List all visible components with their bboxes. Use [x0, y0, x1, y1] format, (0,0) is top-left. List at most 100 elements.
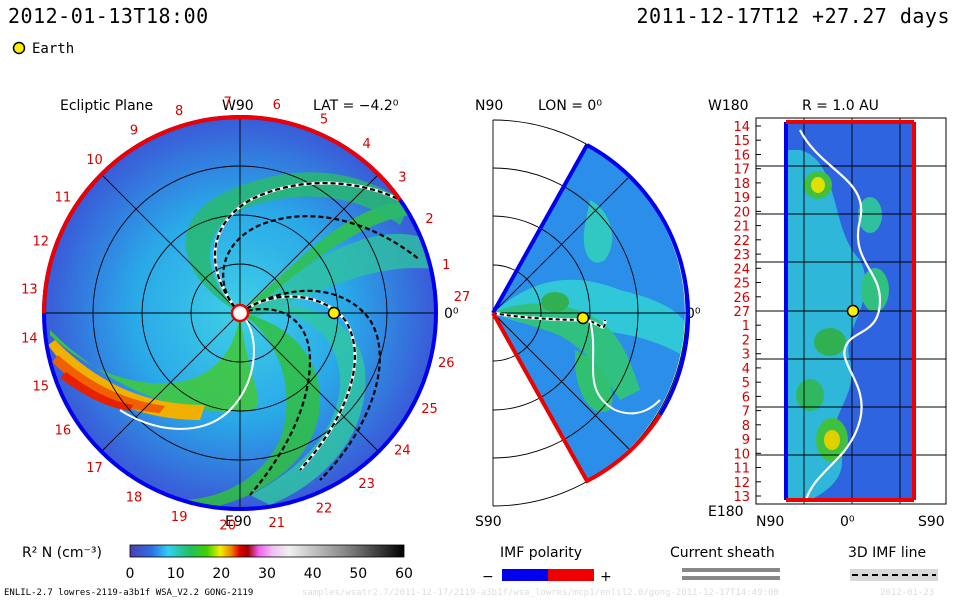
- radial-y-label: 4: [742, 362, 750, 377]
- run-info: 2011-12-17T12 +27.27 days: [636, 4, 950, 28]
- colorbar-tick-label: 60: [395, 566, 413, 582]
- sun-inner-boundary: [230, 303, 250, 323]
- radial-y-label: 17: [733, 163, 750, 178]
- radial-title: R = 1.0 AU: [802, 98, 879, 114]
- ecliptic-rotation-label: 21: [269, 516, 286, 531]
- ecliptic-rotation-label: 17: [86, 461, 103, 476]
- earth-legend-label: Earth: [32, 41, 74, 57]
- radial-y-label: 7: [742, 405, 750, 420]
- meridional-panel: N90 LON = 0⁰ S90 0⁰: [475, 98, 701, 530]
- current-sheath-swatch-top: [682, 568, 780, 572]
- ecliptic-rotation-label: 11: [55, 191, 72, 206]
- radial-y-label: 25: [733, 277, 750, 292]
- radial-y-label: 23: [733, 248, 750, 263]
- radial-y-labels: 1415161718192021222324252627123456789101…: [733, 120, 761, 505]
- radial-y-label: 1: [742, 319, 750, 334]
- radial-y-label: 24: [733, 262, 750, 277]
- colorbar-tick-label: 0: [126, 566, 135, 582]
- radial-structures: [786, 150, 889, 500]
- radial-y-label: 5: [742, 376, 750, 391]
- ecliptic-rotation-label: 15: [33, 380, 50, 395]
- ecliptic-rotation-label: 9: [130, 123, 138, 138]
- ecliptic-earth-marker: [327, 306, 341, 320]
- ecliptic-rotation-label: 6: [273, 98, 281, 113]
- ecliptic-rotation-label: 25: [421, 402, 438, 417]
- ecliptic-rotation-label: 12: [33, 235, 50, 250]
- ecliptic-title: Ecliptic Plane: [60, 98, 153, 114]
- radial-panel: W180 R = 1.0 AU E180: [708, 98, 947, 530]
- ecliptic-rotation-label: 7: [224, 95, 232, 110]
- ecliptic-sheath-and-field-lines: [119, 181, 421, 496]
- ecliptic-top-label: W90: [222, 98, 254, 114]
- imf-line-title: 3D IMF line: [848, 545, 926, 561]
- footer-model: ENLIL-2.7 lowres-2119-a3b1f WSA_V2.2 GON…: [4, 588, 253, 598]
- meridional-boundary-away: [586, 143, 691, 417]
- colorbar: R² N (cm⁻³) 0 10 20 30 40 50 60: [22, 544, 413, 582]
- earth-legend-marker: [12, 41, 26, 55]
- ecliptic-rotation-label: 10: [86, 153, 103, 168]
- radial-y-label: 10: [733, 447, 750, 462]
- colorbar-tick-label: 30: [258, 566, 276, 582]
- current-sheath-legend: Current sheath: [670, 545, 780, 580]
- imf-plus-label: +: [600, 569, 612, 585]
- radial-y-label: 19: [733, 191, 750, 206]
- ecliptic-rotation-label: 22: [316, 502, 333, 517]
- radial-sheath: [799, 129, 882, 501]
- radial-y-label: 22: [733, 234, 750, 249]
- ecliptic-rotation-label: 1: [442, 258, 450, 273]
- ecliptic-rotation-label: 13: [21, 282, 38, 297]
- colorbar-scale: [129, 544, 405, 558]
- radial-y-label: 15: [733, 134, 750, 149]
- radial-y-label: 20: [733, 205, 750, 220]
- ecliptic-rotation-label: 14: [21, 332, 38, 347]
- colorbar-tick-label: 10: [167, 566, 185, 582]
- ecliptic-boundary-toward: [42, 114, 402, 314]
- colorbar-label: R² N (cm⁻³): [22, 545, 102, 561]
- radial-y-label: 12: [733, 476, 750, 491]
- radial-y-label: 14: [733, 120, 750, 135]
- meridional-earth-marker: [576, 311, 590, 325]
- colorbar-tick-label: 50: [349, 566, 367, 582]
- imf-line-legend: 3D IMF line: [848, 545, 938, 581]
- ecliptic-rotation-label: 26: [438, 356, 455, 371]
- ecliptic-lat-label: LAT = −4.2⁰: [313, 98, 399, 114]
- ecliptic-rotation-label: 2: [425, 212, 433, 227]
- imf-polarity-legend: IMF polarity − +: [482, 545, 612, 585]
- meridional-top-label: N90: [475, 98, 503, 114]
- imf-minus-label: −: [482, 569, 494, 585]
- radial-y-label: 6: [742, 390, 750, 405]
- radial-y-label: 16: [733, 149, 750, 164]
- radial-y-label: 21: [733, 220, 750, 235]
- meridional-bottom-label: S90: [475, 514, 502, 530]
- colorbar-tick-label: 40: [304, 566, 322, 582]
- ecliptic-rotation-label: 8: [175, 104, 183, 119]
- current-sheath-swatch-bottom: [682, 576, 780, 580]
- ecliptic-rotation-label: 4: [362, 137, 370, 152]
- current-sheath-title: Current sheath: [670, 545, 775, 561]
- radial-y-label: 13: [733, 490, 750, 505]
- ecliptic-rotation-label: 23: [358, 477, 375, 492]
- radial-y-label: 26: [733, 291, 750, 306]
- radial-y-label: 18: [733, 177, 750, 192]
- imf-away-swatch: [502, 569, 548, 581]
- radial-earth-marker: [846, 304, 860, 318]
- meridional-sheath: [589, 319, 661, 415]
- meridional-boundary-toward: [491, 312, 662, 484]
- ecliptic-rotation-label: 18: [126, 491, 143, 506]
- radial-x-label-0: 0⁰: [840, 514, 855, 530]
- ecliptic-rotation-label: 3: [398, 171, 406, 186]
- radial-y-label: 27: [733, 305, 750, 320]
- ecliptic-panel: Ecliptic Plane LAT = −4.2⁰ W90 E90 0⁰: [21, 95, 470, 533]
- footer-date: 2012-01-23: [880, 588, 934, 598]
- meridional-lon-label: LON = 0⁰: [538, 98, 602, 114]
- ecliptic-streams: [48, 172, 436, 509]
- imf-toward-swatch: [548, 569, 594, 581]
- ecliptic-rotation-label: 20: [219, 519, 236, 534]
- ecliptic-rotation-label: 27: [454, 290, 471, 305]
- ecliptic-right-label: 0⁰: [444, 306, 459, 322]
- radial-top-label: W180: [708, 98, 749, 114]
- radial-y-label: 2: [742, 334, 750, 349]
